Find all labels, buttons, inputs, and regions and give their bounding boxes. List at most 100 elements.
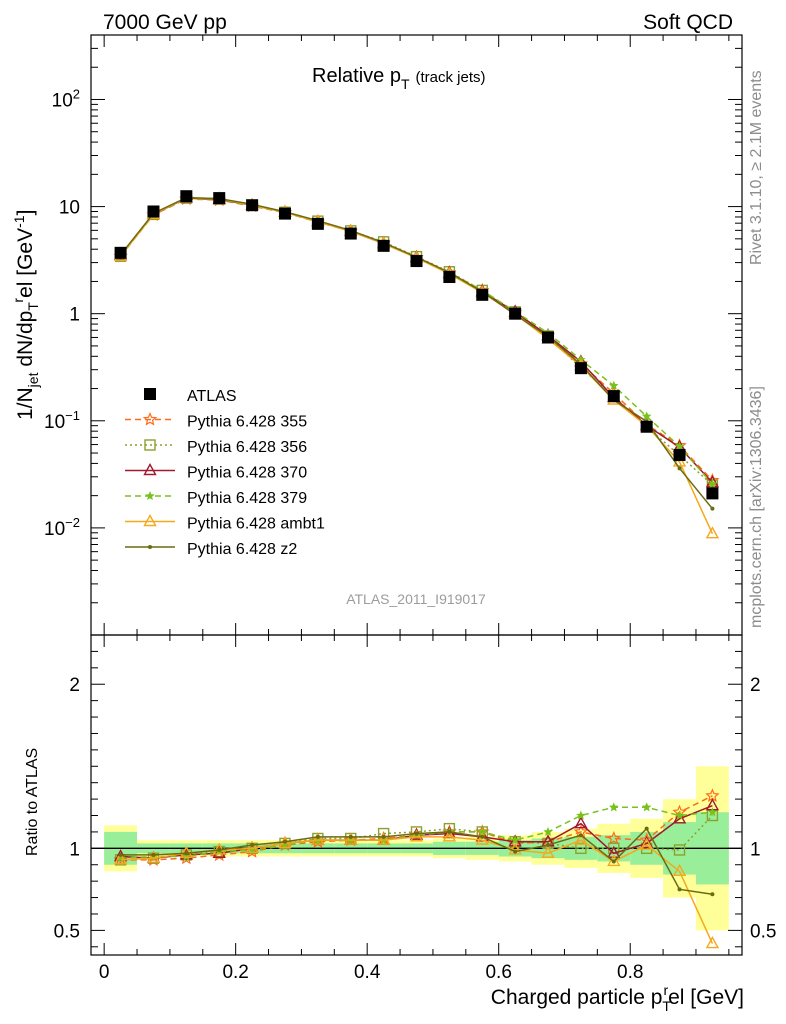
marker-dot	[546, 843, 551, 848]
marker-dot	[414, 831, 419, 836]
marker-dot	[710, 506, 715, 511]
x-tick-label: 0.4	[354, 962, 381, 983]
marker-dot	[151, 852, 156, 857]
marker-dot	[118, 852, 123, 857]
ratio-tick-label-right: 0.5	[750, 921, 776, 942]
marker-square	[476, 288, 489, 301]
marker-dot	[381, 834, 386, 839]
marker-square	[180, 190, 193, 203]
y-tick-label: 102	[52, 86, 80, 111]
main-panel: 10−2 10−1 1 10 102	[44, 34, 743, 955]
ratio-frame	[90, 634, 743, 956]
marker-dot	[250, 843, 255, 848]
beam-label: 7000 GeV pp	[103, 11, 227, 34]
marker-square	[144, 388, 156, 400]
marker-square	[607, 390, 620, 403]
marker-star	[543, 826, 553, 836]
marker-star	[510, 835, 520, 845]
marker-square	[377, 239, 390, 252]
marker-triangle	[508, 842, 522, 855]
marker-star	[145, 491, 155, 500]
marker-star	[674, 441, 685, 451]
marker-star	[181, 851, 192, 861]
marker-dot	[677, 466, 682, 471]
ratio-tick-label-right: 2	[750, 675, 761, 696]
marker-square	[706, 487, 719, 500]
marker-triangle	[113, 852, 128, 865]
marker-star	[576, 810, 586, 820]
legend-label: Pythia 6.428 356	[187, 439, 307, 456]
marker-square	[509, 307, 522, 320]
marker-dot	[447, 829, 452, 834]
marker-square	[542, 331, 555, 344]
marker-triangle	[344, 832, 358, 845]
y-axis-label: 1/Njet dN/dpTrel [GeV-1]	[10, 210, 41, 420]
marker-triangle	[574, 832, 588, 845]
plot-title-tail: (track jets)	[416, 69, 486, 86]
marker-triangle	[245, 840, 259, 854]
x-axis-label: Charged particle pTrel [GeV]	[491, 982, 744, 1014]
marker-dot	[315, 834, 320, 839]
marker-triangle	[376, 832, 391, 845]
marker-dot	[348, 834, 353, 839]
marker-square	[278, 207, 291, 220]
marker-triangle	[541, 845, 555, 858]
marker-square	[673, 844, 686, 856]
legend-label: ATLAS	[187, 388, 237, 405]
marker-triangle	[311, 832, 325, 845]
marker-dot	[710, 892, 715, 897]
marker-triangle	[705, 526, 720, 539]
marker-triangle	[409, 829, 424, 842]
ratio-tick-label: 1	[69, 839, 80, 860]
marker-star	[641, 411, 652, 421]
marker-triangle	[143, 463, 157, 476]
marker-dot	[217, 847, 222, 852]
marker-star	[707, 479, 718, 489]
marker-square	[311, 217, 324, 230]
marker-triangle	[508, 834, 522, 847]
legend-label: Pythia 6.428 379	[187, 490, 307, 507]
series-line	[120, 196, 713, 510]
legend-label: Pythia 6.428 355	[187, 414, 307, 431]
y-tick-label: 10	[59, 198, 80, 219]
marker-triangle	[607, 845, 621, 858]
process-label: Soft QCD	[643, 11, 733, 34]
plot-title-sub: T	[401, 76, 410, 92]
marker-triangle	[212, 845, 226, 858]
y-tick-label: 1	[69, 305, 80, 326]
marker-triangle	[143, 514, 157, 527]
analysis-watermark: ATLAS_2011_I919017	[346, 591, 486, 607]
marker-triangle	[146, 850, 161, 863]
ratio-tick-label: 0.5	[54, 921, 80, 942]
legend-label: Pythia 6.428 ambt1	[187, 516, 325, 533]
marker-triangle	[672, 454, 687, 467]
marker-square	[147, 205, 160, 218]
marker-dot	[644, 826, 649, 831]
ratio-panel: 0 0.2 0.4 0.6 0.8 0.5 0.5 1 1 2 2	[54, 634, 776, 983]
marker-dot	[282, 839, 287, 844]
marker-square	[410, 255, 423, 268]
marker-dot	[480, 834, 485, 839]
ratio-y-axis-label: Ratio to ATLAS	[24, 748, 41, 856]
y-tick-label: 10−2	[44, 515, 80, 540]
marker-star	[477, 826, 487, 836]
x-tick-label: 0	[99, 962, 110, 983]
marker-square	[574, 362, 587, 375]
marker-dot	[611, 859, 616, 864]
legend: ATLAS Pythia 6.428 355 Pythia 6.428 356 Pyt…	[125, 388, 325, 558]
marker-dot	[513, 849, 518, 854]
marker-dot	[184, 851, 189, 856]
marker-star	[641, 802, 652, 812]
marker-triangle	[672, 863, 687, 877]
marker-square	[213, 192, 226, 205]
marker-star	[609, 802, 619, 812]
ratio-tick-label-right: 1	[750, 839, 761, 860]
marker-star	[609, 380, 619, 390]
ratio-tick-label: 2	[69, 675, 80, 696]
plot-title: Relative pT (track jets)	[312, 65, 486, 92]
marker-square	[114, 246, 127, 259]
plot-title-main: Relative p	[312, 65, 401, 87]
marker-star	[606, 830, 622, 845]
x-tick-label: 0.6	[485, 962, 511, 983]
